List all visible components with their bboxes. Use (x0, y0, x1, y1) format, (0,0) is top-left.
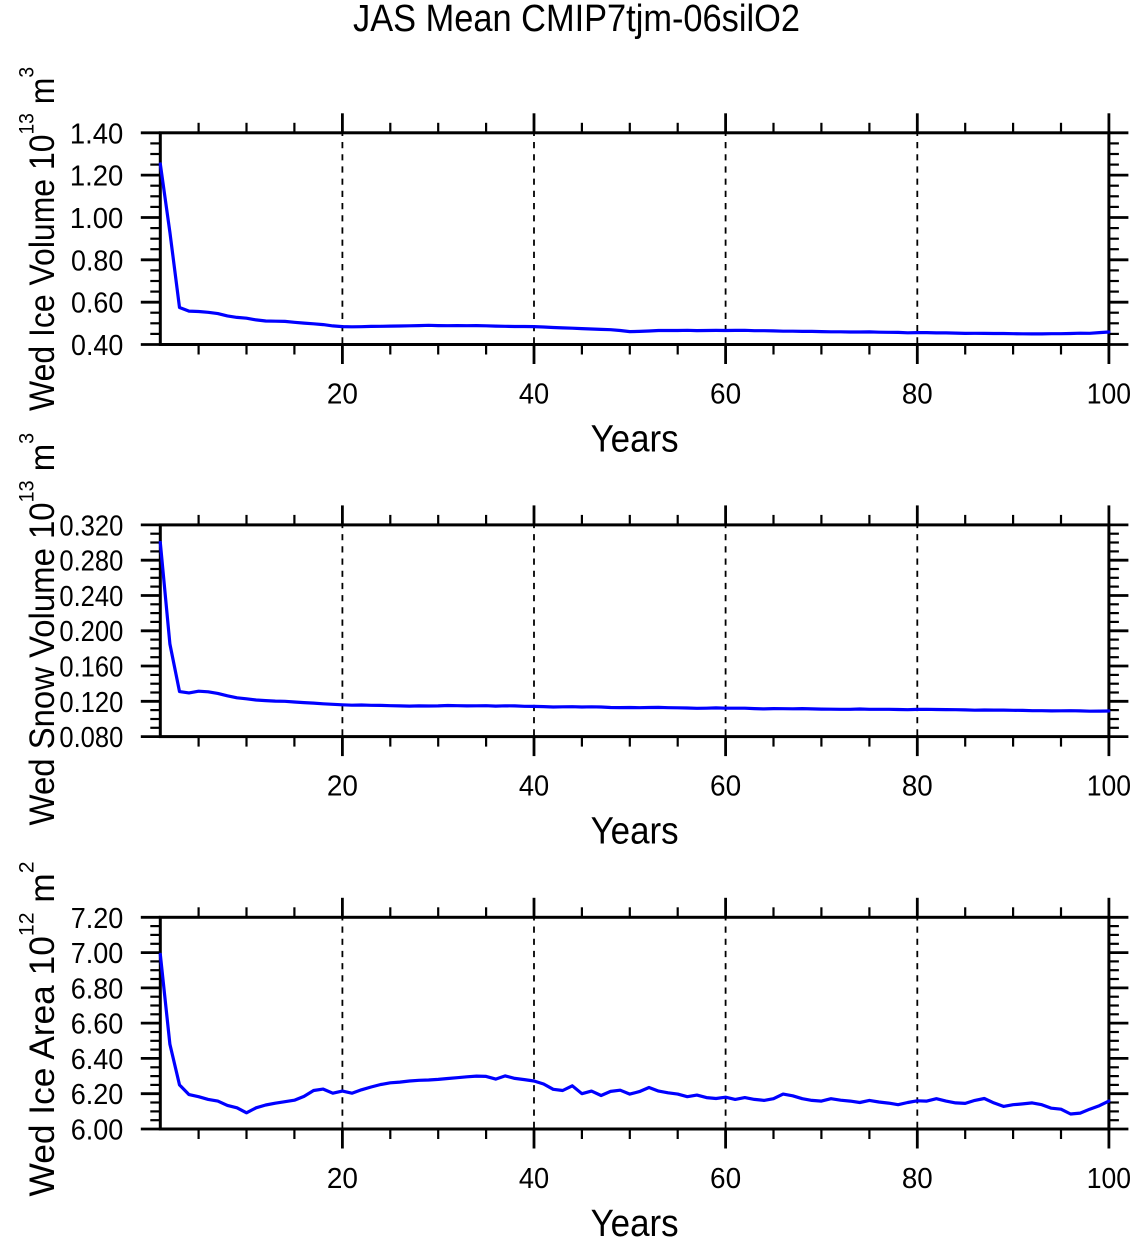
svg-text:100: 100 (1087, 770, 1131, 802)
svg-text:20: 20 (327, 378, 358, 410)
svg-text:6.60: 6.60 (71, 1009, 124, 1041)
svg-text:60: 60 (710, 1163, 741, 1195)
svg-text:0.120: 0.120 (59, 687, 123, 719)
svg-text:1.00: 1.00 (70, 203, 123, 235)
svg-text:JAS Mean CMIP7tjm-06silO2: JAS Mean CMIP7tjm-06silO2 (353, 0, 800, 40)
svg-text:7.20: 7.20 (71, 903, 124, 935)
svg-text:0.80: 0.80 (71, 245, 123, 277)
svg-text:0.320: 0.320 (59, 510, 123, 542)
svg-text:Years: Years (591, 811, 679, 853)
svg-text:40: 40 (519, 770, 549, 802)
svg-text:60: 60 (710, 770, 741, 802)
svg-text:20: 20 (327, 770, 358, 802)
svg-text:6.80: 6.80 (71, 973, 124, 1005)
svg-text:1.40: 1.40 (70, 118, 123, 150)
svg-text:40: 40 (519, 1163, 549, 1195)
svg-text:80: 80 (902, 1163, 933, 1195)
svg-text:20: 20 (327, 1163, 358, 1195)
svg-text:60: 60 (710, 378, 741, 410)
svg-text:6.40: 6.40 (71, 1044, 124, 1076)
svg-text:0.40: 0.40 (71, 330, 123, 362)
svg-text:0.160: 0.160 (59, 652, 123, 684)
svg-text:6.00: 6.00 (71, 1115, 124, 1147)
svg-text:100: 100 (1087, 1163, 1131, 1195)
svg-text:0.200: 0.200 (59, 616, 123, 648)
svg-text:0.60: 0.60 (71, 288, 123, 320)
svg-text:40: 40 (519, 378, 549, 410)
svg-text:Years: Years (591, 419, 679, 461)
svg-text:Years: Years (591, 1203, 679, 1241)
svg-text:0.280: 0.280 (59, 546, 123, 578)
svg-text:6.20: 6.20 (71, 1079, 124, 1111)
svg-text:7.00: 7.00 (71, 938, 124, 970)
svg-text:80: 80 (902, 378, 933, 410)
svg-text:100: 100 (1087, 378, 1131, 410)
svg-text:Wed Ice Area 1012 m2: Wed Ice Area 1012 m2 (16, 862, 63, 1197)
svg-text:1.20: 1.20 (70, 161, 123, 193)
svg-text:0.240: 0.240 (59, 581, 123, 613)
svg-text:80: 80 (902, 770, 933, 802)
svg-text:0.080: 0.080 (59, 722, 123, 754)
